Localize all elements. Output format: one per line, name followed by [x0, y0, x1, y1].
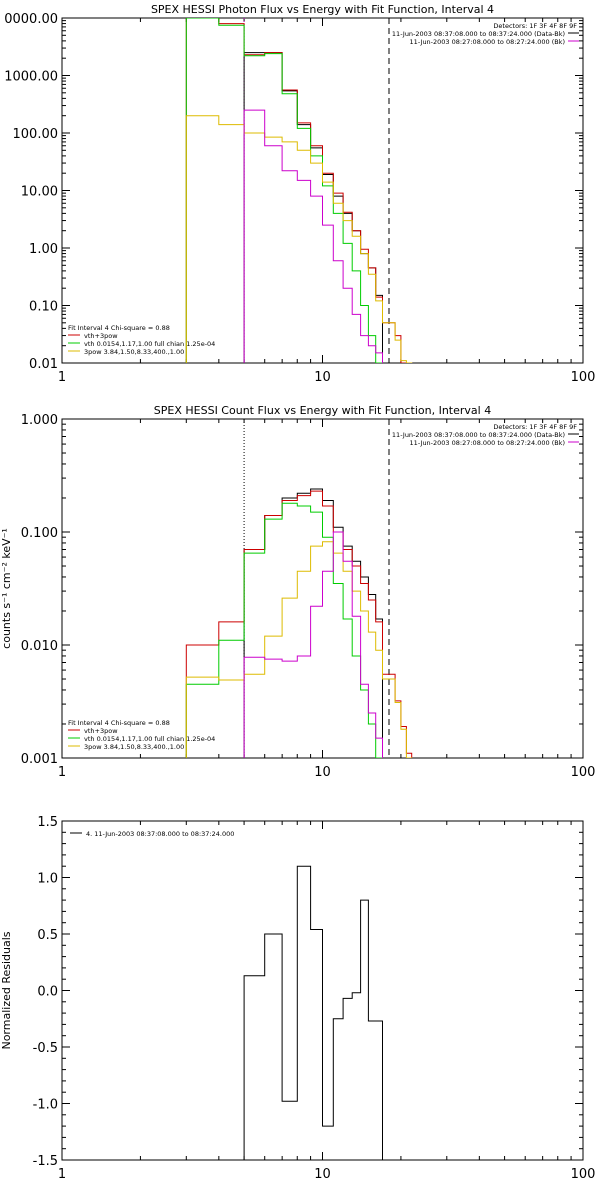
y-tick-label: 0.10 [29, 300, 58, 315]
y-tick-label: 1.000 [21, 413, 58, 428]
series-vth-3pow [185, 18, 413, 363]
fit-legend-text: 3pow 3.84,1.50,8.33,400.,1.00 [84, 743, 184, 751]
info-text: 11-Jun-2003 08:37:08.000 to 08:37:24.000… [392, 30, 565, 38]
y-tick-label: -1.0 [33, 1098, 58, 1113]
fit-legend-text: vth 0.0154,1.17,1.00 full chian 1.25e-04 [84, 340, 215, 348]
chart-panel-3: Normalized Residuals 1 10 100 1.5 1.0 0.5 0.0 -0… [0, 815, 595, 1182]
x-tick-label: 10 [314, 370, 331, 385]
x-tick-label: 1 [58, 370, 66, 385]
residual-legend-text: 4. 11-Jun-2003 08:37:08.000 to 08:37:24.… [86, 830, 234, 838]
y-tick-label: 1.5 [37, 815, 58, 830]
series-bk [243, 109, 383, 363]
y-tick-label: 0000.00 [4, 12, 58, 27]
info-text: 11-Jun-2003 08:37:08.000 to 08:37:24.000… [392, 431, 565, 439]
fit-legend-text: vth+3pow [84, 727, 118, 735]
y-tick-label: 0.01 [29, 357, 58, 372]
y-tick-label: 1000.00 [4, 70, 58, 85]
fit-legend-text: vth 0.0154,1.17,1.00 full chian 1.25e-04 [84, 735, 215, 743]
y-tick-label: 0.0 [37, 985, 58, 1000]
x-tick-label: 100 [571, 370, 596, 385]
y-tick-label: -0.5 [33, 1041, 58, 1056]
series-vth [185, 18, 383, 363]
y-tick-label: 0.010 [21, 639, 58, 654]
series-bk [243, 531, 383, 758]
y-tick-label: 1.00 [29, 242, 58, 257]
info-text: Detectors: 1F 3F 4F 8F 9F [493, 423, 577, 431]
info-text: Detectors: 1F 3F 4F 8F 9F [493, 22, 577, 30]
series-residuals [243, 865, 383, 1160]
fit-legend-text: Fit Interval 4 Chi-square = 0.88 [68, 719, 170, 727]
y-tick-label: 10.00 [21, 185, 58, 200]
series-vth-3pow [185, 490, 413, 758]
plot-frame [61, 17, 584, 364]
series-vth [185, 502, 383, 758]
series-3pow [185, 115, 413, 363]
series-data-bk [243, 52, 383, 363]
y-tick-label: 0.100 [21, 526, 58, 541]
y-tick-label: 100.00 [13, 127, 59, 142]
fit-legend-text: vth+3pow [84, 332, 118, 340]
info-text: 11-Jun-2003 08:27:08.000 to 08:27:24.000… [410, 38, 565, 46]
fit-legend-text: Fit Interval 4 Chi-square = 0.88 [68, 324, 170, 332]
x-tick-label: 10 [314, 1167, 331, 1182]
chart-panel-2: SPEX HESSI Count Flux vs Energy with Fit… [0, 404, 595, 780]
y-tick-label: 1.0 [37, 872, 58, 887]
info-text: 11-Jun-2003 08:27:08.000 to 08:27:24.000… [410, 439, 565, 447]
y-tick-label: -1.5 [33, 1154, 58, 1169]
plot-area [243, 865, 383, 1160]
chart-title: SPEX HESSI Photon Flux vs Energy with Fi… [151, 3, 494, 16]
y-tick-label: 0.5 [37, 928, 58, 943]
plot-area [185, 488, 413, 758]
y-tick-label: 0.001 [21, 752, 58, 767]
plot-area [185, 18, 413, 363]
x-tick-label: 1 [58, 1167, 66, 1182]
y-axis-label: counts s⁻¹ cm⁻² keV⁻¹ [0, 528, 13, 649]
x-tick-label: 100 [571, 765, 596, 780]
series-3pow [185, 541, 413, 758]
chart-panel-1: SPEX HESSI Photon Flux vs Energy with Fi… [4, 3, 595, 385]
x-tick-label: 100 [571, 1167, 596, 1182]
chart-title: SPEX HESSI Count Flux vs Energy with Fit… [154, 404, 491, 417]
x-tick-label: 10 [314, 765, 331, 780]
x-tick-label: 1 [58, 765, 66, 780]
y-axis-label: Normalized Residuals [0, 931, 13, 1049]
fit-legend-text: 3pow 3.84,1.50,8.33,400.,1.00 [84, 348, 184, 356]
